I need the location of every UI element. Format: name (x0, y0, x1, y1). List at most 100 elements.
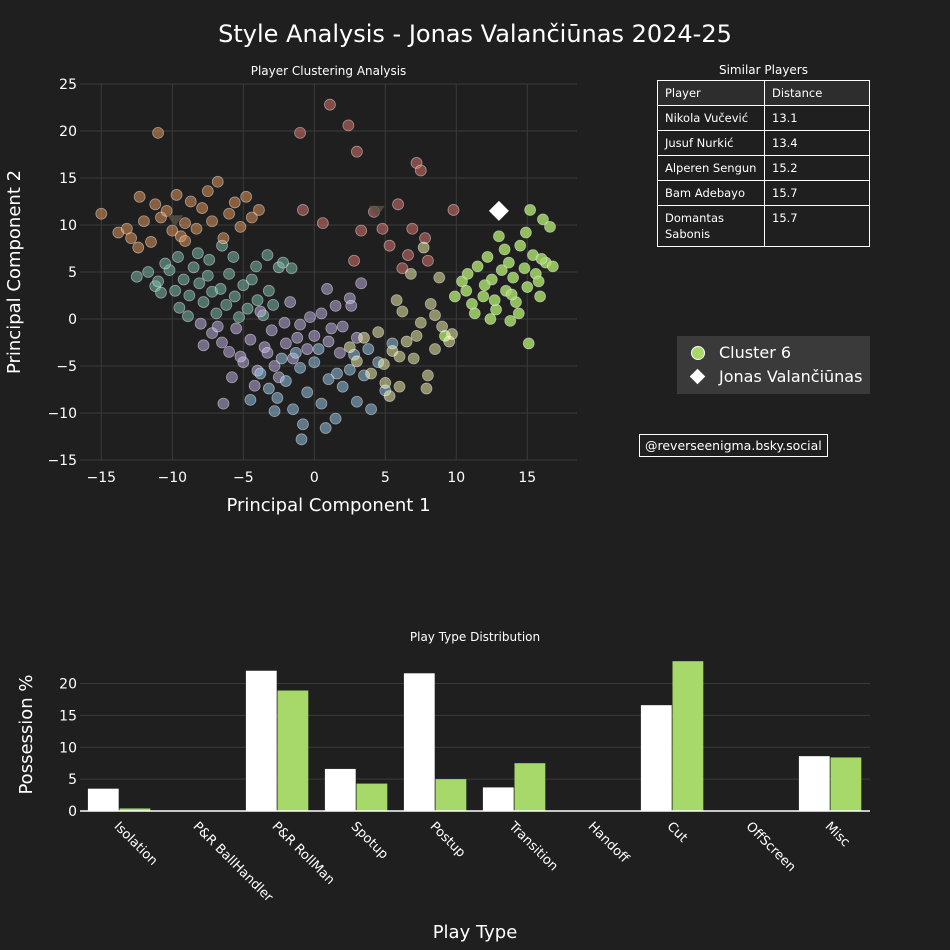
scatter-point (518, 262, 531, 275)
scatter-point (125, 232, 138, 245)
x-tick-label: −5 (233, 470, 254, 486)
player-distance: 13.4 (764, 130, 870, 156)
scatter-point (244, 333, 257, 346)
scatter-point (217, 232, 230, 245)
scatter-point (532, 275, 545, 288)
scatter-point (268, 405, 281, 418)
scatter-point (429, 343, 441, 355)
scatter-point (333, 346, 346, 359)
x-tick-label: 5 (381, 470, 390, 486)
y-axis-label: Possession % (16, 674, 37, 794)
x-tick-label: −10 (158, 470, 188, 486)
scatter-point (223, 345, 236, 358)
x-tick-label: 15 (518, 470, 536, 486)
scatter-point (336, 380, 349, 393)
scatter-point (471, 260, 484, 273)
scatter-point (546, 260, 559, 273)
scatter-chart: Player Clustering Analysis −15 −10 −5 0 5 10 15… (4, 64, 577, 516)
scatter-point (393, 380, 406, 393)
scatter-point (316, 217, 329, 230)
x-tick-label: Handoff (585, 819, 633, 867)
centroid-marker (167, 215, 184, 227)
scatter-point (234, 350, 247, 363)
scatter-point (244, 393, 257, 406)
scatter-point (390, 294, 403, 307)
scatter-point (294, 318, 307, 331)
scatter-point (233, 311, 245, 324)
x-tick-label: Transition (505, 819, 561, 875)
legend-item-cluster[interactable]: Cluster 6 (689, 343, 791, 362)
scatter-point (262, 382, 275, 395)
scatter-point (325, 322, 338, 335)
scatter-point (170, 189, 183, 201)
scatter-point (460, 284, 473, 297)
scatter-point (304, 311, 316, 324)
scatter-point (410, 330, 423, 342)
scatter-point (406, 222, 419, 235)
scatter-point (456, 275, 468, 288)
scatter-point (95, 207, 108, 220)
scatter-point (297, 418, 309, 431)
scatter-point (211, 320, 224, 333)
scatter-point (350, 395, 363, 408)
scatter-point (228, 196, 241, 209)
scatter-point (524, 204, 537, 216)
bar (514, 763, 546, 811)
scatter-point (234, 220, 247, 233)
scatter-point (331, 367, 343, 380)
scatter-point (289, 346, 302, 359)
legend-item-player[interactable]: Jonas Valančiūnas (689, 367, 862, 386)
scatter-point (226, 371, 238, 384)
scatter-point (133, 190, 146, 203)
scatter-point (301, 386, 314, 399)
scatter-point (179, 235, 191, 247)
x-tick-label: OffScreen (743, 819, 799, 875)
scatter-point (534, 290, 546, 303)
player-name: Bam Adebayo (657, 180, 765, 206)
legend-label: Cluster 6 (719, 343, 792, 362)
bar (245, 670, 277, 811)
table-row: Bam Adebayo 15.7 (657, 180, 870, 206)
scatter-point (152, 126, 165, 139)
bar (830, 757, 862, 811)
y-tick-label: 10 (59, 740, 77, 756)
scatter-point (315, 307, 328, 320)
scatter-point (396, 305, 409, 318)
scatter-point (194, 317, 207, 330)
scatter-point (284, 296, 297, 308)
scatter-point (504, 314, 517, 327)
x-tick-label: Cut (664, 819, 690, 845)
scatter-point (230, 322, 243, 335)
scatter-point (285, 262, 298, 275)
scatter-point (321, 283, 333, 295)
scatter-point (130, 270, 143, 283)
scatter-point (216, 336, 228, 349)
x-axis-label: Principal Component 1 (226, 495, 430, 516)
scatter-point (329, 299, 342, 312)
scatter-point (429, 309, 441, 322)
scatter-point (196, 202, 209, 214)
scatter-point (145, 236, 157, 248)
table-row: Domantas Sabonis 15.7 (657, 205, 870, 247)
scatter-point (193, 277, 206, 290)
x-tick-label: 10 (447, 470, 465, 486)
scatter-point (512, 307, 525, 320)
scatter-point (262, 284, 275, 297)
scatter-point (319, 422, 332, 434)
scatter-point (291, 331, 304, 344)
x-tick-label: Misc (822, 819, 853, 850)
credit-label: @reverseenigma.bsky.social (639, 434, 828, 457)
scatter-point (191, 247, 204, 260)
x-tick-label: P&R BallHandler (190, 819, 276, 905)
scatter-point (182, 310, 194, 323)
scatter-point (414, 164, 427, 177)
scatter-point (155, 286, 167, 299)
scatter-point (149, 198, 162, 211)
scatter-point (522, 337, 535, 350)
scatter-point (342, 119, 355, 132)
y-tick-label: 20 (59, 677, 77, 693)
y-tick-label: 0 (68, 312, 77, 328)
x-tick-label: Isolation (111, 819, 161, 869)
scatter-point (294, 126, 307, 139)
similar-players-table: Player Distance Nikola Vučević 13.1 Jusu… (657, 80, 870, 247)
